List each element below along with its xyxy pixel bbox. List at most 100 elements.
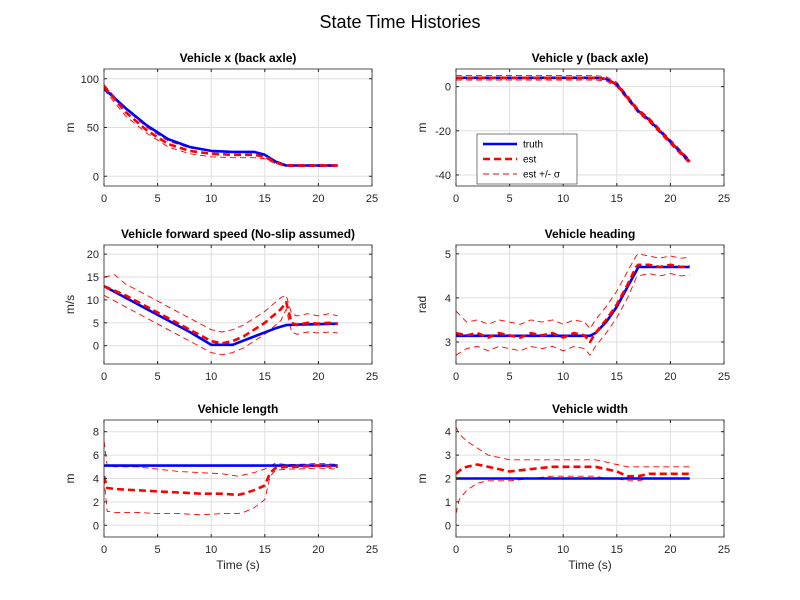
- subplot-5: 0 5 10 15 20 25 0 2 4 6 8 Vehicle length m Time (s): [63, 402, 378, 572]
- y-tick-label: 4: [445, 293, 451, 305]
- x-tick-label: 0: [101, 544, 107, 556]
- y-tick-label: 0: [93, 520, 99, 532]
- x-tick-label: 10: [205, 193, 217, 205]
- x-tick-label: 20: [664, 371, 676, 383]
- x-axis-label: Time (s): [568, 558, 612, 572]
- series-est-lower: [456, 475, 690, 514]
- x-tick-label: 25: [718, 193, 730, 205]
- y-tick-label: 20: [87, 249, 99, 261]
- legend-box: [476, 133, 578, 185]
- y-tick-label: 2: [445, 474, 451, 486]
- y-axis-label: m: [415, 474, 429, 484]
- x-tick-label: 15: [259, 371, 271, 383]
- x-tick-label: 20: [664, 193, 676, 205]
- x-tick-label: 20: [312, 544, 324, 556]
- x-tick-label: 15: [259, 544, 271, 556]
- x-tick-label: 0: [453, 544, 459, 556]
- series-est-upper: [104, 274, 338, 333]
- data-layer: [104, 441, 338, 516]
- data-layer: [104, 84, 338, 167]
- subplot-title: Vehicle length: [198, 402, 279, 416]
- x-tick-label: 0: [453, 193, 459, 205]
- x-tick-label: 15: [611, 193, 623, 205]
- y-axis-label: m/s: [63, 295, 77, 314]
- subplot-title: Vehicle forward speed (No-slip assumed): [121, 227, 355, 241]
- x-tick-label: 25: [366, 371, 378, 383]
- y-tick-label: 0: [445, 82, 451, 94]
- x-tick-label: 20: [312, 371, 324, 383]
- series-est: [104, 464, 338, 497]
- legend-label: est: [523, 155, 537, 166]
- x-tick-label: 25: [718, 371, 730, 383]
- x-tick-label: 15: [611, 371, 623, 383]
- y-tick-label: 10: [87, 295, 99, 307]
- y-axis-label: m: [63, 123, 77, 133]
- series-truth: [104, 87, 338, 167]
- subplot-3: 0 5 10 15 20 25 0 5 10 15 20 Vehicle forward speed …: [63, 227, 378, 383]
- x-tick-label: 0: [453, 371, 459, 383]
- x-tick-label: 5: [155, 193, 161, 205]
- y-tick-label: -40: [435, 170, 451, 182]
- y-tick-label: 50: [87, 123, 99, 135]
- y-tick-label: 8: [93, 427, 99, 439]
- plot-area: [104, 245, 372, 364]
- x-tick-label: 5: [507, 371, 513, 383]
- y-axis-label: m: [63, 474, 77, 484]
- x-tick-label: 0: [101, 193, 107, 205]
- y-tick-label: 1: [445, 497, 451, 509]
- plot-area: [456, 245, 724, 364]
- x-tick-label: 0: [101, 371, 107, 383]
- subplot-title: Vehicle width: [552, 402, 628, 416]
- y-tick-label: 2: [93, 497, 99, 509]
- series-est: [456, 263, 690, 344]
- y-tick-label: 0: [93, 171, 99, 183]
- series-est-upper: [456, 75, 691, 160]
- x-tick-label: 15: [611, 544, 623, 556]
- figure-title: State Time Histories: [319, 12, 481, 32]
- y-tick-label: 5: [93, 318, 99, 330]
- y-tick-label: 6: [93, 450, 99, 462]
- x-tick-label: 25: [366, 544, 378, 556]
- data-layer: [456, 426, 690, 514]
- series-est: [456, 76, 691, 163]
- axes-frame: [455, 68, 725, 187]
- y-tick-label: 100: [81, 74, 99, 86]
- x-tick-label: 5: [155, 371, 161, 383]
- x-tick-label: 20: [312, 193, 324, 205]
- subplot-6: 0 5 10 15 20 25 0 1 2 3 4 Vehicle width m Time (s): [415, 402, 730, 572]
- y-tick-label: -20: [435, 126, 451, 138]
- subplot-title: Vehicle y (back axle): [532, 51, 649, 65]
- data-layer: [104, 274, 338, 356]
- series-est-lower: [104, 89, 338, 167]
- series-est: [456, 463, 690, 478]
- x-tick-label: 10: [557, 193, 569, 205]
- y-tick-label: 0: [445, 520, 451, 532]
- x-tick-label: 5: [155, 544, 161, 556]
- legend-label: truth: [523, 140, 543, 151]
- subplot-title: Vehicle x (back axle): [180, 51, 297, 65]
- x-tick-label: 25: [718, 544, 730, 556]
- series-est: [104, 285, 338, 345]
- subplot-1: 0 5 10 15 20 25 0 50 100 Vehicle x (back axle) m: [63, 51, 378, 205]
- y-tick-label: 3: [445, 450, 451, 462]
- legend-label: est +/- σ: [523, 170, 561, 181]
- data-layer: [456, 253, 690, 356]
- y-tick-label: 5: [445, 249, 451, 261]
- y-axis-label: m: [415, 123, 429, 133]
- series-est-lower: [104, 294, 338, 356]
- x-tick-label: 10: [205, 371, 217, 383]
- subplot-2: 0 5 10 15 20 25 -40 -20 0 Vehicle y (back axle) m t…: [415, 51, 730, 205]
- y-tick-label: 0: [93, 341, 99, 353]
- data-layer: [456, 75, 691, 165]
- x-tick-label: 5: [507, 193, 513, 205]
- subplot-title: Vehicle heading: [545, 227, 636, 241]
- x-axis-label: Time (s): [216, 558, 260, 572]
- legend: truth est est +/- σ: [476, 133, 578, 185]
- y-tick-label: 15: [87, 272, 99, 284]
- y-axis-label: rad: [415, 296, 429, 313]
- x-tick-label: 15: [259, 193, 271, 205]
- x-tick-label: 25: [366, 193, 378, 205]
- axes-frame: [103, 244, 373, 365]
- series-est-lower: [456, 79, 691, 165]
